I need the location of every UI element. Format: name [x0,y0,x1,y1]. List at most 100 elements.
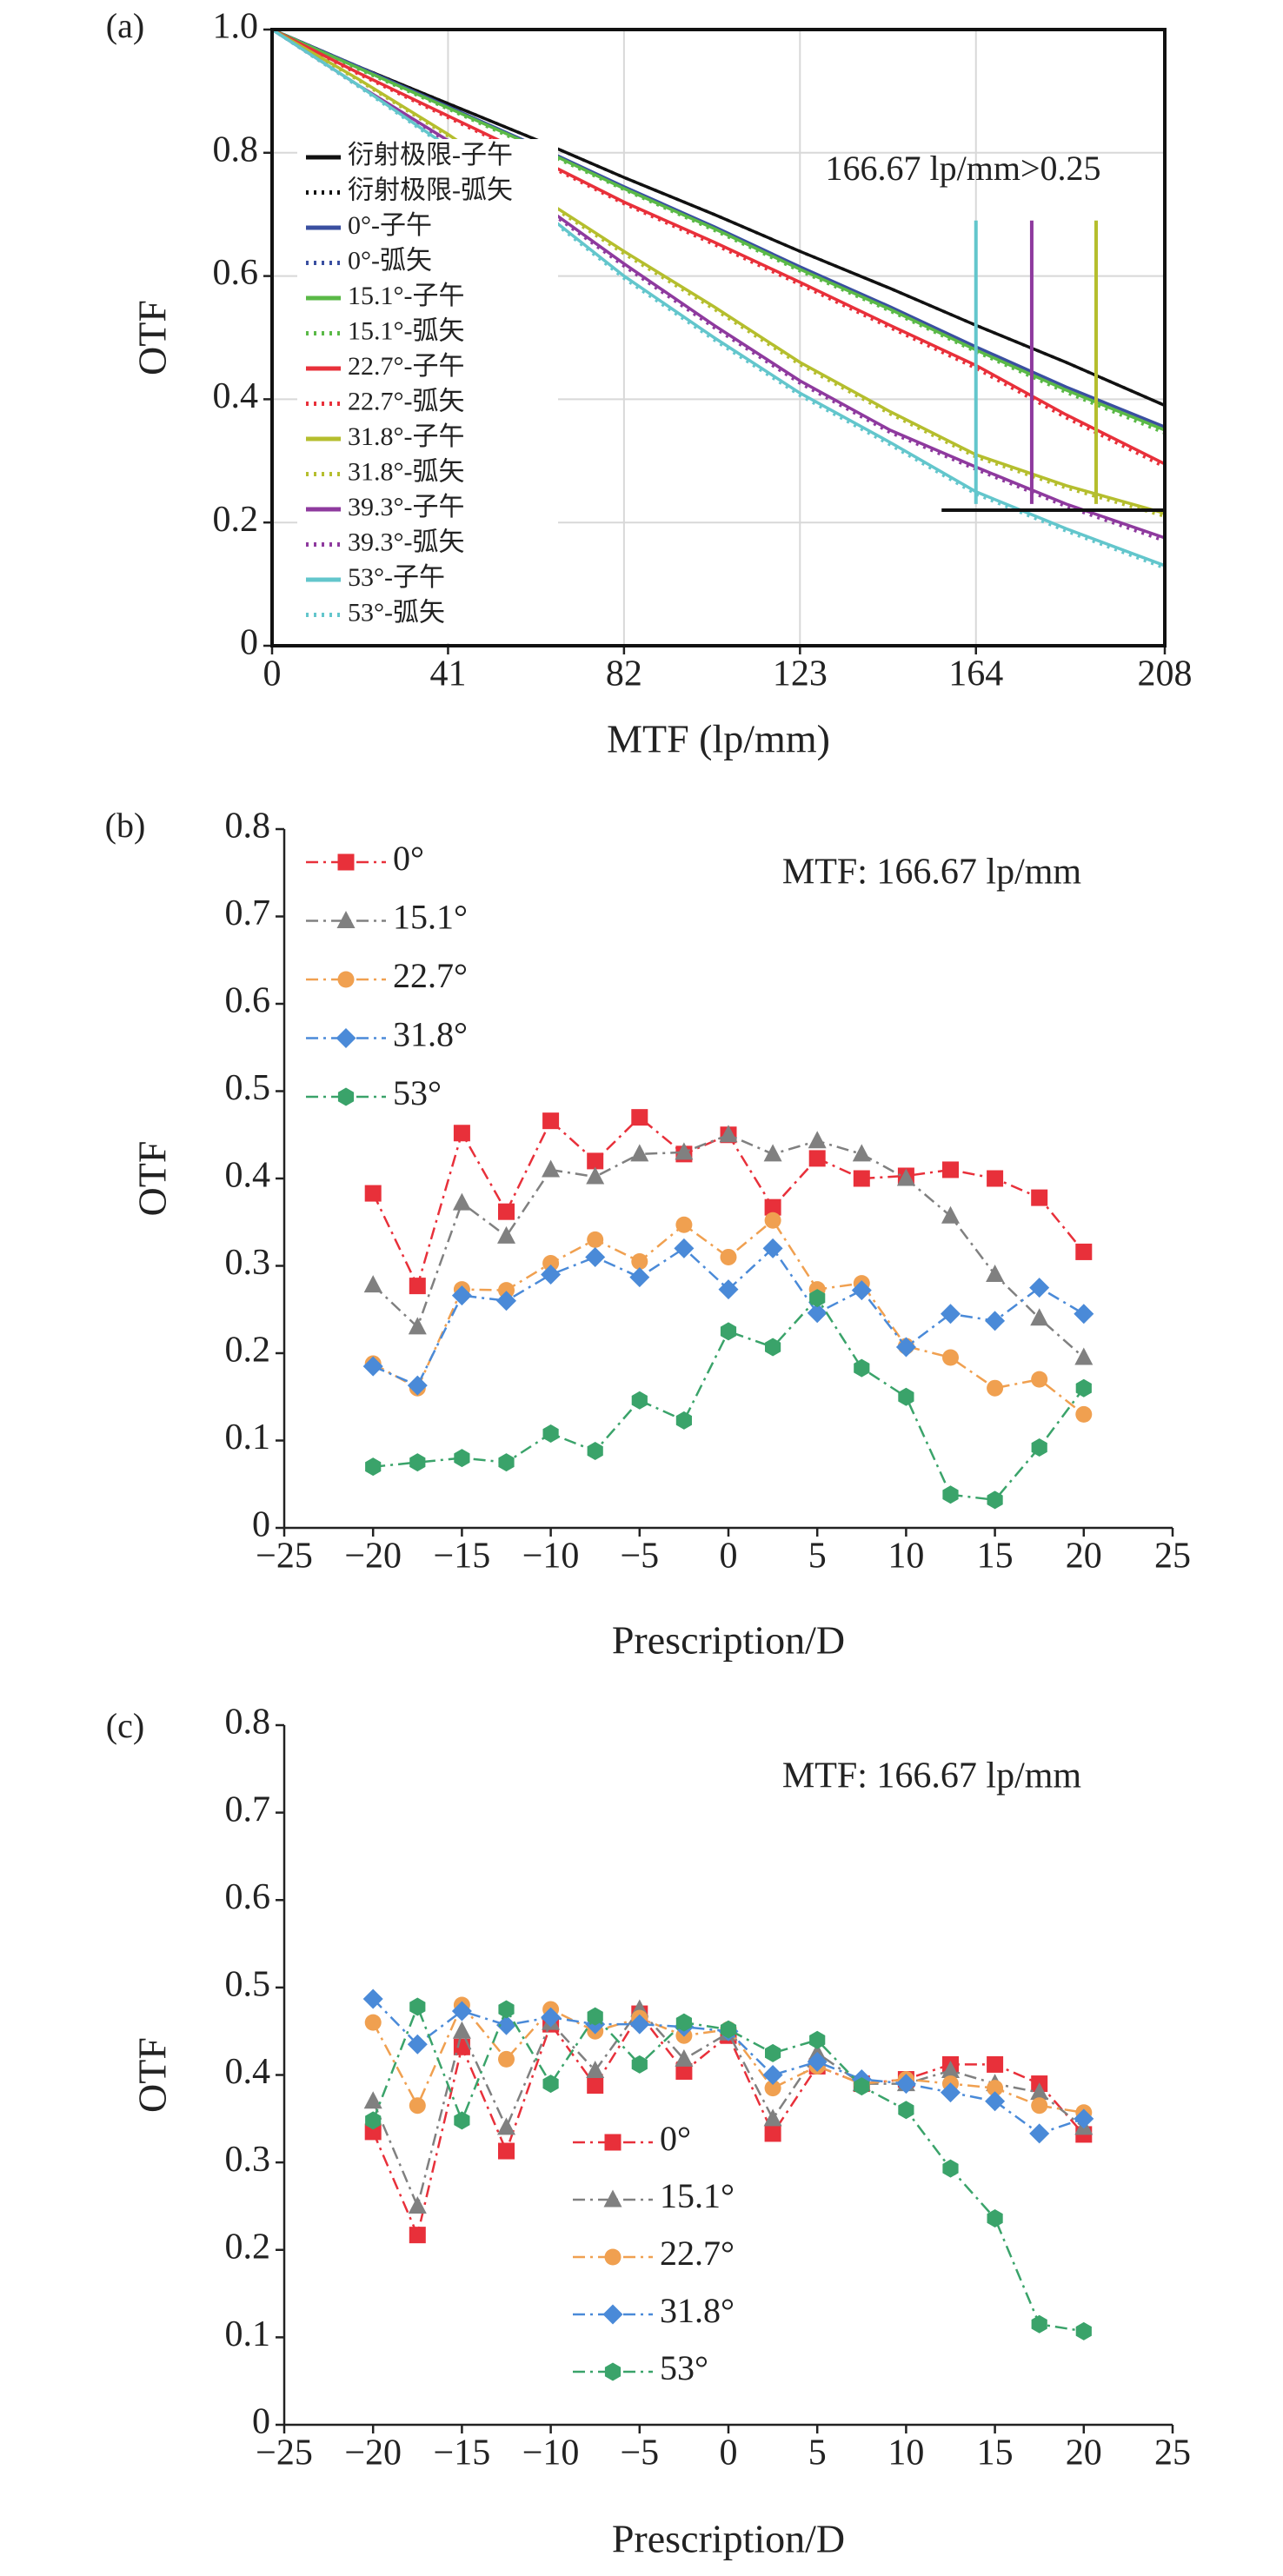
marker [541,2007,562,2028]
marker [587,1231,604,1248]
legend-label: 0°-子午 [348,211,432,240]
x-tick-label: −25 [256,1537,313,1577]
series-line [271,28,1166,543]
marker [941,2060,960,2078]
marker [762,2065,783,2085]
x-tick-label: 25 [1154,1537,1191,1577]
series-line [271,28,1166,515]
legend-label: 衍射极限-子午 [348,141,513,169]
series-line [271,28,1166,568]
marker [764,1212,781,1229]
marker [1031,2097,1048,2115]
legend-label: 22.7° [660,2234,735,2273]
x-tick-label: 20 [1066,2433,1102,2473]
y-tick-label: 0.1 [225,2314,271,2354]
marker [496,2015,516,2035]
marker [408,1317,427,1335]
panel-label: (c) [106,1706,144,1745]
marker [409,2227,426,2244]
y-tick-label: 0.6 [225,1877,271,1917]
marker [604,2134,622,2151]
marker [587,1442,603,1461]
y-tick-label: 0.7 [225,1789,271,1829]
marker [675,1216,693,1233]
y-axis-label: OTF [130,1141,175,1217]
y-tick-label: 0.8 [225,807,271,846]
y-tick-label: 0.4 [225,1156,271,1196]
marker [985,2091,1006,2112]
y-tick-label: 0 [252,1505,270,1545]
marker [631,2055,648,2074]
marker [895,1337,916,1358]
x-tick-label: 0 [263,654,282,694]
marker [497,1225,515,1244]
marker [942,1349,959,1366]
marker [895,2074,916,2095]
marker [898,1387,914,1406]
annotation: 166.67 lp/mm>0.25 [825,149,1100,188]
y-tick-label: 0.7 [225,893,271,933]
x-tick-label: 10 [887,2433,924,2473]
marker [987,1379,1004,1397]
marker [454,2111,470,2130]
marker [337,1087,355,1106]
x-tick-label: 123 [773,654,828,694]
x-tick-label: 164 [948,654,1003,694]
marker [808,1150,826,1167]
marker [853,1170,870,1187]
y-tick-label: 0.3 [225,2140,271,2180]
series-line [271,28,1166,570]
marker [1031,2314,1047,2334]
marker [542,1424,559,1443]
marker [942,1485,959,1504]
x-tick-label: 15 [977,1537,1014,1577]
marker [541,1265,562,1285]
marker [763,1144,782,1162]
series-line [372,2003,1084,2333]
legend-label: 22.7°-子午 [348,352,465,381]
marker [498,2050,515,2068]
marker [497,2117,515,2135]
marker [720,2020,737,2039]
marker [409,1997,426,2016]
legend-label: 31.8° [660,2291,735,2330]
marker [720,1322,737,1341]
marker [362,1988,383,2009]
marker [1031,1189,1048,1206]
y-tick-label: 0.8 [213,129,259,169]
series-line [271,28,1166,435]
legend-label: 22.7° [393,956,468,995]
marker [407,1375,428,1396]
marker [1031,1438,1047,1457]
y-tick-label: 0.3 [225,1243,271,1283]
marker [718,1279,739,1300]
marker [987,2209,1003,2228]
marker [454,1449,470,1468]
series-line [271,28,1166,432]
marker [764,2080,781,2097]
marker [453,2038,470,2055]
legend-label: 39.3°-子午 [348,493,465,521]
marker [1075,1243,1093,1260]
marker [365,1457,382,1477]
x-axis-label: MTF (lp/mm) [607,717,830,761]
marker [604,2248,622,2266]
y-axis-label: OTF [130,300,175,375]
y-tick-label: 0.5 [225,1068,271,1108]
y-tick-label: 0.1 [225,1417,271,1457]
legend-label: 53°-子午 [348,563,445,592]
marker [987,1170,1004,1187]
x-tick-label: 41 [429,654,466,694]
x-tick-label: 208 [1138,654,1193,694]
legend-label: 22.7°-弧矢 [348,387,465,415]
marker [675,2048,694,2067]
x-tick-label: 25 [1154,2433,1191,2473]
x-tick-label: −20 [344,1537,402,1577]
marker [1075,2321,1092,2340]
marker [675,1411,692,1430]
marker [451,1285,472,1306]
legend-label: 31.8°-子午 [348,422,465,451]
marker [985,1311,1006,1331]
marker [675,2013,692,2032]
legend-label: 31.8° [393,1015,468,1054]
